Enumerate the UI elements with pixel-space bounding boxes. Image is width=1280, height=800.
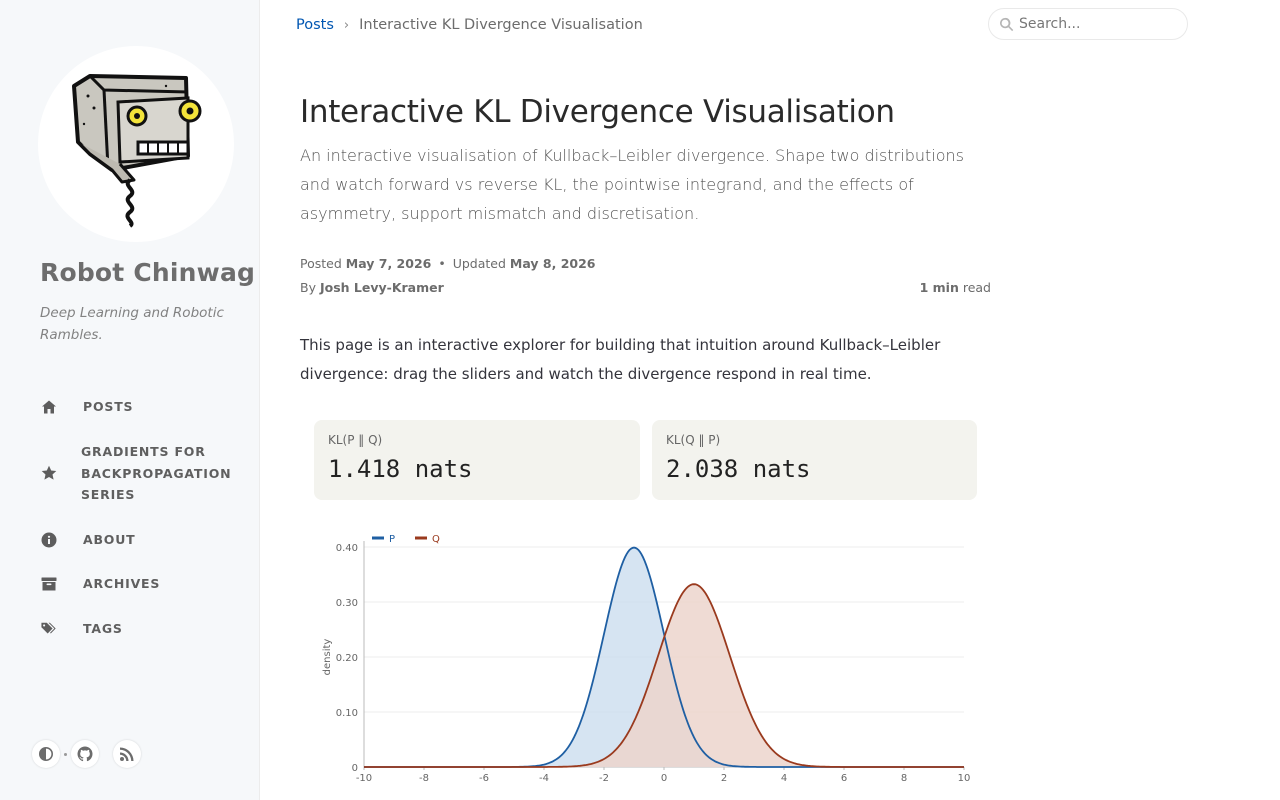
meta-separator: • [438, 256, 446, 271]
nav-label: TAGS [83, 621, 123, 636]
kl-reverse-card: KL(Q ‖ P) 2.038 nats [652, 420, 977, 500]
sidebar: Robot Chinwag Deep Learning and Robotic … [0, 0, 260, 800]
nav-item-gradients-series[interactable]: GRADIENTS FOR BACKPROPAGATION SERIES [40, 441, 240, 506]
by-label: By [300, 280, 316, 295]
rss-button[interactable] [113, 740, 141, 768]
x-tick-label: -8 [419, 773, 429, 784]
series-q-area [364, 584, 964, 767]
kl-forward-card: KL(P ‖ Q) 1.418 nats [314, 420, 640, 500]
search-input[interactable] [1019, 16, 1179, 32]
x-tick-label: -2 [599, 773, 609, 784]
post-author[interactable]: Josh Levy-Kramer [319, 280, 444, 295]
kl-reverse-value: 2.038 nats [666, 455, 811, 483]
info-circle-icon [40, 531, 58, 549]
post-title: Interactive KL Divergence Visualisation [300, 94, 895, 130]
x-tick-label: 2 [721, 773, 727, 784]
post-author-row: By Josh Levy-Kramer 1 min read [300, 278, 991, 298]
archive-icon [40, 575, 58, 593]
density-chart: 0 0.10 0.20 0.30 0.40 -10 -8 -6 -4 -2 0 2 4 6 8 10 densi… [322, 534, 971, 784]
y-tick-label: 0.10 [336, 708, 358, 719]
nav-label: ARCHIVES [83, 576, 161, 591]
github-icon [77, 746, 93, 762]
nav-label: GRADIENTS FOR BACKPROPAGATION SERIES [81, 444, 232, 502]
nav-item-archives[interactable]: ARCHIVES [40, 573, 240, 595]
post-description: An interactive visualisation of Kullback… [300, 146, 964, 223]
x-tick-label: 6 [841, 773, 847, 784]
legend-label-q: Q [432, 534, 440, 545]
updated-label: Updated [452, 256, 506, 271]
y-tick-label: 0.30 [336, 598, 358, 609]
nav-item-posts[interactable]: POSTS [40, 396, 240, 418]
search-icon [1000, 17, 1014, 31]
robot-avatar-icon [72, 74, 202, 228]
theme-toggle-button[interactable] [32, 740, 60, 768]
series-q-line [364, 583, 964, 768]
y-tick-label: 0.40 [336, 543, 358, 554]
y-axis-label: density [322, 639, 333, 676]
updated-date: May 8, 2026 [509, 256, 596, 271]
breadcrumb-separator: › [343, 17, 350, 33]
nav-item-about[interactable]: ABOUT [40, 529, 240, 551]
x-tick-label: -4 [539, 773, 549, 784]
x-tick-label: -6 [479, 773, 489, 784]
y-tick-label: 0 [352, 763, 358, 774]
x-tick-label: 8 [901, 773, 907, 784]
kl-forward-value: 1.418 nats [328, 455, 473, 483]
posted-date: May 7, 2026 [345, 256, 432, 271]
avatar[interactable] [38, 46, 234, 242]
breadcrumb-posts-link[interactable]: Posts [296, 17, 334, 33]
site-subtitle: Deep Learning and Robotic Rambles. [40, 305, 224, 343]
home-icon [40, 398, 58, 416]
tags-icon [40, 620, 58, 638]
post-intro: This page is an interactive explorer for… [300, 336, 941, 383]
theme-toggle-icon [39, 747, 53, 761]
site-title[interactable]: Robot Chinwag [40, 258, 256, 287]
x-tick-label: 0 [661, 773, 667, 784]
nav-item-tags[interactable]: TAGS [40, 618, 240, 640]
y-tick-label: 0.20 [336, 653, 358, 664]
x-tick-label: 4 [781, 773, 787, 784]
posted-label: Posted [300, 256, 342, 271]
kl-forward-label: KL(P ‖ Q) [328, 433, 383, 447]
x-tick-label: -10 [356, 773, 372, 784]
search-box [988, 8, 1188, 40]
post-dates: Posted May 7, 2026 • Updated May 8, 2026 [300, 254, 991, 274]
nav-label: ABOUT [83, 532, 136, 547]
read-label: read [962, 280, 991, 295]
legend-label-p: P [389, 534, 395, 545]
post-meta: Posted May 7, 2026 • Updated May 8, 2026… [300, 254, 991, 298]
github-button[interactable] [71, 740, 99, 768]
nav-label: POSTS [83, 399, 134, 414]
rss-icon [120, 747, 134, 761]
star-icon [40, 464, 58, 482]
breadcrumb: Posts › Interactive KL Divergence Visual… [296, 14, 643, 36]
kl-reverse-label: KL(Q ‖ P) [666, 433, 721, 447]
separator-dot [64, 752, 67, 756]
sidebar-bottom [32, 740, 141, 768]
x-tick-label: 10 [958, 773, 971, 784]
read-time: 1 min [919, 280, 959, 295]
breadcrumb-current: Interactive KL Divergence Visualisation [359, 17, 643, 33]
